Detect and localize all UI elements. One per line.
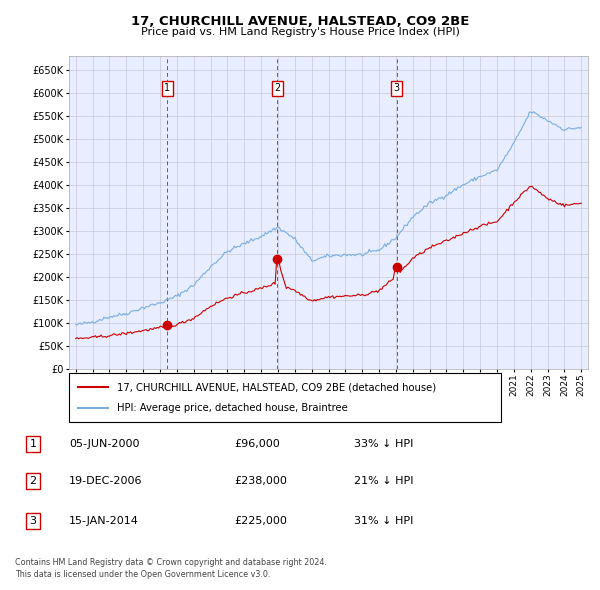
Text: 17, CHURCHILL AVENUE, HALSTEAD, CO9 2BE (detached house): 17, CHURCHILL AVENUE, HALSTEAD, CO9 2BE …: [116, 382, 436, 392]
Text: 19-DEC-2006: 19-DEC-2006: [69, 476, 143, 486]
Text: 1: 1: [164, 83, 170, 93]
Text: 2: 2: [274, 83, 281, 93]
Text: £238,000: £238,000: [234, 476, 287, 486]
Text: 17, CHURCHILL AVENUE, HALSTEAD, CO9 2BE: 17, CHURCHILL AVENUE, HALSTEAD, CO9 2BE: [131, 15, 469, 28]
Text: 1: 1: [29, 439, 37, 449]
Text: 21% ↓ HPI: 21% ↓ HPI: [354, 476, 413, 486]
Text: £96,000: £96,000: [234, 439, 280, 449]
Text: Contains HM Land Registry data © Crown copyright and database right 2024.
This d: Contains HM Land Registry data © Crown c…: [15, 558, 327, 579]
Text: £225,000: £225,000: [234, 516, 287, 526]
Text: 15-JAN-2014: 15-JAN-2014: [69, 516, 139, 526]
Text: 3: 3: [394, 83, 400, 93]
Text: 3: 3: [29, 516, 37, 526]
Text: Price paid vs. HM Land Registry's House Price Index (HPI): Price paid vs. HM Land Registry's House …: [140, 27, 460, 37]
Text: 33% ↓ HPI: 33% ↓ HPI: [354, 439, 413, 449]
Text: HPI: Average price, detached house, Braintree: HPI: Average price, detached house, Brai…: [116, 404, 347, 414]
Text: 2: 2: [29, 476, 37, 486]
Text: 31% ↓ HPI: 31% ↓ HPI: [354, 516, 413, 526]
Text: 05-JUN-2000: 05-JUN-2000: [69, 439, 139, 449]
